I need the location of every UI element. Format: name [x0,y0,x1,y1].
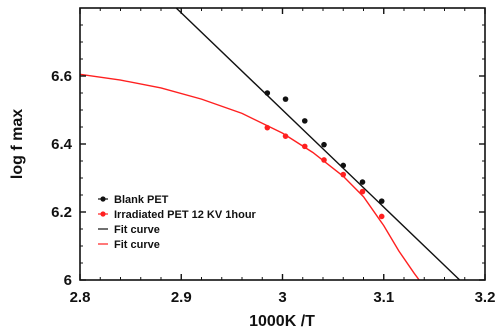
legend-entry-label: Irradiated PET 12 KV 1hour [114,209,257,221]
data-point-s1-4 [340,171,347,178]
x-tick-label: 3.1 [373,289,394,306]
data-point-s1-1 [282,133,289,139]
fit-line-2 [175,8,461,280]
x-axis-title: 1000K /T [249,313,315,330]
data-point-s0-5 [359,179,366,185]
x-tick-label: 3 [278,289,286,306]
legend-entry-label: Fit curve [114,224,160,236]
data-point-s1-5 [359,188,366,195]
data-point-s0-1 [282,96,289,102]
y-tick-label: 6.4 [51,136,73,153]
legend: Blank PET Irradiated PET 12 KV 1hour Fit c… [98,194,257,251]
data-point-s0-4 [340,162,347,169]
data-point-s1-0 [264,124,271,131]
x-tick-label: 2.8 [70,289,91,306]
plot-series-group [80,8,461,280]
legend-swatch-marker [100,196,106,202]
x-axis-ticks: 2.8 2.9 3 3.1 3.2 [70,8,496,306]
x-tick-label: 3.2 [475,289,496,306]
data-point-s0-6 [378,198,385,204]
legend-entry-label: Fit curve [114,239,160,251]
data-point-s0-2 [301,118,308,124]
data-point-s0-0 [264,90,271,96]
plot-area [80,8,485,280]
x-tick-label: 2.9 [171,289,192,306]
y-tick-label: 6.2 [51,204,72,221]
fit-line-3 [80,73,420,280]
data-point-s1-3 [321,157,327,163]
data-point-s1-6 [378,213,385,220]
legend-swatch-marker [100,211,106,217]
data-point-s0-3 [321,141,327,148]
y-tick-label: 6.6 [51,68,72,85]
data-point-s1-2 [301,143,308,150]
y-axis-ticks: 6 6.2 6.4 6.6 [51,24,485,289]
y-tick-label: 6 [64,272,72,289]
y-axis-title: log f max [9,109,26,179]
legend-entry-label: Blank PET [114,194,169,206]
